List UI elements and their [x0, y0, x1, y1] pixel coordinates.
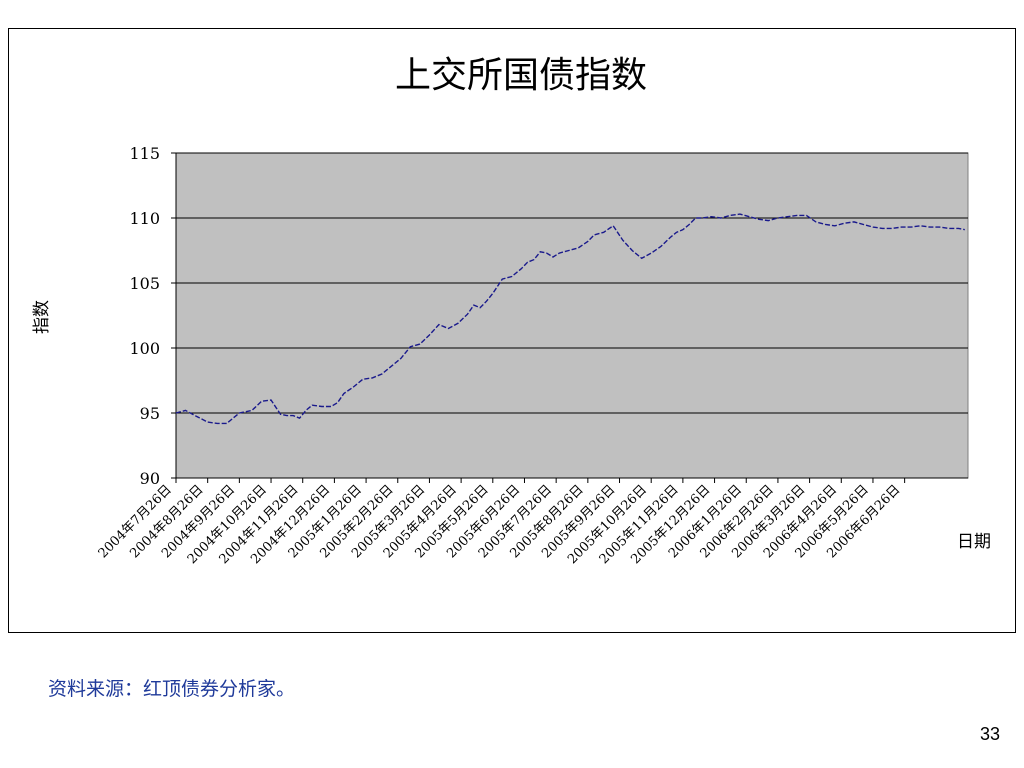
y-tick-label: 110 [129, 209, 160, 228]
y-tick-label: 95 [140, 404, 160, 423]
chart-svg: 上交所国债指数 90 95 100 105 110 115 2004年7月26日2004年… [32, 55, 991, 567]
grid-lines [176, 152, 968, 414]
page-number: 33 [979, 724, 1000, 744]
y-tick-label: 90 [140, 469, 160, 488]
x-axis-ticks: 2004年7月26日2004年8月26日2004年9月26日2004年10月26… [96, 478, 906, 567]
y-axis-label: 指数 [32, 300, 52, 334]
series-line [175, 213, 965, 425]
plot-area [175, 152, 969, 479]
y-tick-label: 100 [129, 339, 160, 358]
chart-title: 上交所国债指数 [395, 55, 647, 96]
source-note: 资料来源：红顶债券分析家。 [48, 678, 296, 700]
y-tick-label: 115 [129, 144, 160, 163]
y-tick-label: 105 [129, 274, 160, 293]
y-axis-ticks: 90 95 100 105 110 115 [129, 144, 176, 488]
chart-frame: 上交所国债指数 90 95 100 105 110 115 2004年7月26日 2004年… [8, 28, 1016, 633]
x-axis-label: 日期 [957, 532, 991, 552]
